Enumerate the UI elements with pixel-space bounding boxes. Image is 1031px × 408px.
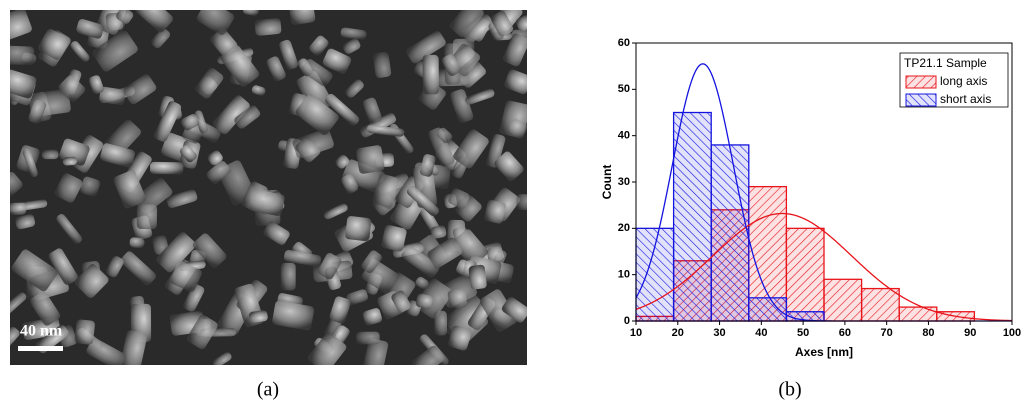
legend-swatch xyxy=(906,76,936,88)
grain xyxy=(356,145,386,175)
x-tick-label: 80 xyxy=(922,327,934,339)
legend-label: short axis xyxy=(940,92,991,106)
grain xyxy=(9,202,27,215)
bar xyxy=(862,289,900,321)
y-tick-label: 20 xyxy=(618,222,630,234)
x-tick-label: 30 xyxy=(713,327,725,339)
x-tick-label: 70 xyxy=(881,327,893,339)
grain xyxy=(129,237,145,249)
x-tick-label: 90 xyxy=(964,327,976,339)
y-tick-label: 40 xyxy=(618,130,630,142)
legend-title: TP21.1 Sample xyxy=(904,56,987,70)
y-tick-label: 10 xyxy=(618,269,630,281)
x-tick-label: 60 xyxy=(839,327,851,339)
scale-label: 40 nm xyxy=(20,323,63,340)
grain xyxy=(5,46,34,66)
caption: (b) xyxy=(778,379,801,401)
bar xyxy=(749,298,787,321)
x-tick-label: 100 xyxy=(1003,327,1021,339)
y-tick-label: 50 xyxy=(618,83,630,95)
x-tick-label: 20 xyxy=(672,327,684,339)
legend-swatch xyxy=(906,94,936,106)
caption: (a) xyxy=(257,379,279,401)
grain xyxy=(516,194,533,210)
grain xyxy=(281,263,296,291)
grain xyxy=(468,264,487,290)
grain xyxy=(356,332,380,345)
grain xyxy=(254,18,281,36)
grain xyxy=(62,157,77,166)
y-tick-label: 60 xyxy=(618,37,630,49)
grain xyxy=(137,204,158,229)
bar xyxy=(899,307,937,321)
x-axis-label: Axes [nm] xyxy=(795,345,853,359)
x-tick-label: 50 xyxy=(797,327,809,339)
grain xyxy=(150,162,183,175)
y-tick-label: 30 xyxy=(618,176,630,188)
sem-image xyxy=(0,0,536,379)
y-tick-label: 0 xyxy=(624,315,630,327)
bar xyxy=(824,279,862,321)
grain xyxy=(42,150,59,160)
bar xyxy=(786,228,824,321)
x-tick-label: 10 xyxy=(630,327,642,339)
x-tick-label: 40 xyxy=(755,327,767,339)
bar xyxy=(711,145,749,321)
grain xyxy=(447,289,467,309)
grain xyxy=(434,311,447,336)
bar xyxy=(674,113,712,322)
grain xyxy=(74,319,95,345)
scale-bar xyxy=(18,346,63,351)
legend-label: long axis xyxy=(940,74,987,88)
grain xyxy=(288,0,316,25)
y-axis-label: Count xyxy=(600,165,614,200)
grain xyxy=(422,55,439,94)
grain xyxy=(345,216,372,242)
figure: 40 nm (a) (b) 10203040506070809010001020… xyxy=(0,0,1031,408)
